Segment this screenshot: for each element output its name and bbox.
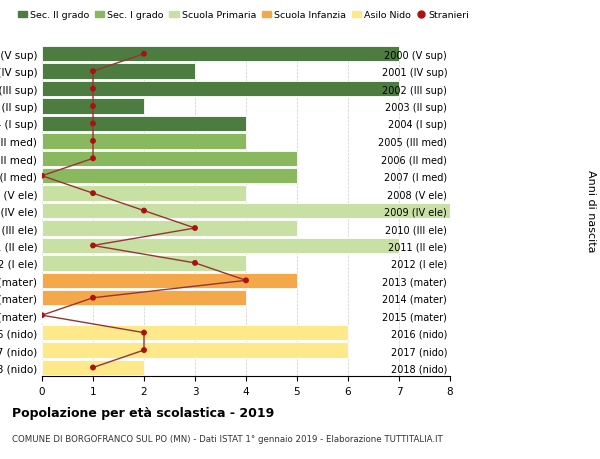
Bar — [42, 360, 144, 375]
Bar — [42, 203, 450, 219]
Point — [37, 312, 47, 319]
Bar — [42, 186, 246, 202]
Point — [88, 121, 98, 128]
Point — [88, 190, 98, 197]
Bar — [42, 238, 399, 253]
Point — [88, 155, 98, 162]
Bar — [42, 273, 297, 288]
Bar — [42, 64, 195, 80]
Point — [139, 329, 149, 336]
Point — [37, 173, 47, 180]
Text: COMUNE DI BORGOFRANCO SUL PO (MN) - Dati ISTAT 1° gennaio 2019 - Elaborazione TU: COMUNE DI BORGOFRANCO SUL PO (MN) - Dati… — [12, 434, 443, 443]
Point — [241, 277, 251, 285]
Bar — [42, 47, 399, 62]
Point — [88, 242, 98, 250]
Bar — [42, 256, 246, 271]
Point — [88, 86, 98, 93]
Legend: Sec. II grado, Sec. I grado, Scuola Primaria, Scuola Infanzia, Asilo Nido, Stran: Sec. II grado, Sec. I grado, Scuola Prim… — [14, 8, 473, 24]
Point — [88, 294, 98, 302]
Bar — [42, 325, 348, 341]
Point — [88, 103, 98, 111]
Bar — [42, 82, 399, 97]
Point — [88, 138, 98, 145]
Bar — [42, 99, 144, 114]
Bar — [42, 169, 297, 184]
Bar — [42, 117, 246, 132]
Bar — [42, 221, 297, 236]
Point — [88, 68, 98, 76]
Bar — [42, 342, 348, 358]
Point — [190, 225, 200, 232]
Point — [139, 347, 149, 354]
Point — [139, 51, 149, 58]
Text: Anni di nascita: Anni di nascita — [586, 170, 596, 252]
Point — [190, 260, 200, 267]
Text: Popolazione per età scolastica - 2019: Popolazione per età scolastica - 2019 — [12, 406, 274, 419]
Point — [139, 207, 149, 215]
Bar — [42, 151, 297, 167]
Bar — [42, 291, 246, 306]
Bar — [42, 134, 246, 149]
Point — [88, 364, 98, 371]
